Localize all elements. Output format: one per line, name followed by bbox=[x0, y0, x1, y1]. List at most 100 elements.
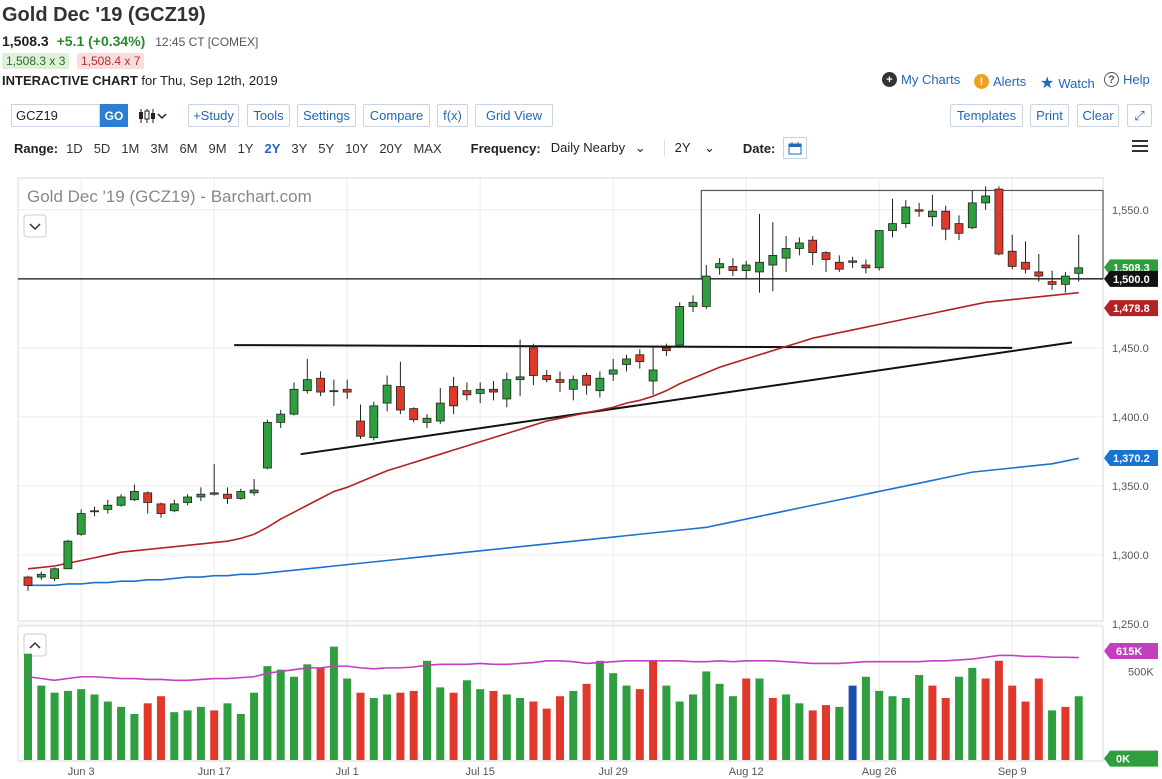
volume-bar bbox=[77, 689, 86, 760]
candle bbox=[409, 407, 419, 423]
volume-bar bbox=[529, 701, 538, 760]
range-1m[interactable]: 1M bbox=[121, 140, 140, 156]
candle bbox=[1034, 253, 1044, 282]
range-20y[interactable]: 20Y bbox=[379, 140, 403, 156]
volume-average-badge: 615K bbox=[1104, 643, 1158, 660]
collapse-volume-button[interactable] bbox=[23, 633, 47, 657]
volume-bar bbox=[822, 705, 830, 760]
range-1y[interactable]: 1Y bbox=[237, 140, 254, 156]
chevron-down-icon: ⌄ bbox=[703, 140, 715, 155]
volume-bar bbox=[117, 706, 126, 760]
symbol-input[interactable] bbox=[11, 104, 100, 127]
range-5y[interactable]: 5Y bbox=[318, 140, 335, 156]
volume-bar bbox=[37, 685, 46, 760]
volume-bar bbox=[556, 696, 564, 760]
range-2y[interactable]: 2Y bbox=[264, 140, 281, 156]
volume-bar bbox=[290, 676, 298, 760]
volume-bar bbox=[861, 676, 870, 760]
volume-bar bbox=[263, 666, 272, 760]
volume-bar bbox=[689, 694, 697, 760]
expand-icon: ⤢ bbox=[1134, 107, 1145, 123]
volume-bar bbox=[223, 703, 232, 760]
range-3y[interactable]: 3Y bbox=[291, 140, 308, 156]
candle bbox=[981, 186, 990, 210]
chart-area[interactable]: Gold Dec '19 (GCZ19) - Barchart.com 1,25… bbox=[0, 176, 1162, 779]
chart-type-dropdown[interactable] bbox=[138, 106, 168, 126]
volume-bar bbox=[928, 685, 937, 760]
price-tick-label: 1,550.0 bbox=[1112, 205, 1149, 217]
drawn-annotations bbox=[18, 189, 1104, 456]
range-bar: Range: 1D 5D 1M 3M 6M 9M 1Y 2Y 3Y 5Y 10Y 20Y MAX Fre… bbox=[0, 137, 1162, 159]
menu-icon[interactable] bbox=[1132, 140, 1148, 154]
chart-grid bbox=[18, 178, 1103, 761]
time-tick-label: Jun 3 bbox=[68, 766, 95, 778]
function-button[interactable]: f(x) bbox=[437, 104, 468, 127]
range-3m[interactable]: 3M bbox=[150, 140, 169, 156]
watch-label: Watch bbox=[1058, 75, 1095, 91]
volume-bar bbox=[662, 685, 671, 760]
calendar-icon bbox=[788, 142, 802, 155]
volume-bar bbox=[210, 710, 219, 760]
range-10y[interactable]: 10Y bbox=[345, 140, 369, 156]
clear-button[interactable]: Clear bbox=[1077, 104, 1119, 127]
candle bbox=[435, 387, 445, 424]
plus-circle-icon: + bbox=[882, 72, 897, 87]
expand-button[interactable]: ⤢ bbox=[1127, 104, 1152, 127]
collapse-price-button[interactable] bbox=[23, 214, 47, 238]
candle bbox=[223, 487, 232, 504]
alerts-link[interactable]: ! Alerts bbox=[974, 74, 1026, 89]
watch-link[interactable]: ★ Watch bbox=[1040, 73, 1095, 93]
add-study-button[interactable]: +Study bbox=[188, 104, 239, 127]
candle bbox=[23, 575, 33, 591]
ma-red-badge: 1,478.8 bbox=[1104, 300, 1158, 317]
candle bbox=[209, 463, 219, 496]
volume-bar bbox=[409, 690, 418, 760]
templates-button[interactable]: Templates bbox=[950, 104, 1023, 127]
candle bbox=[356, 404, 365, 439]
volume-bar bbox=[502, 694, 511, 760]
level-badge: 1,500.0 bbox=[1104, 270, 1158, 287]
candle bbox=[1021, 241, 1030, 274]
volume-bar bbox=[595, 660, 604, 760]
svg-text:1,370.2: 1,370.2 bbox=[1113, 453, 1150, 465]
compare-button[interactable]: Compare bbox=[363, 104, 430, 127]
range-5d[interactable]: 5D bbox=[93, 140, 111, 156]
range-1d[interactable]: 1D bbox=[66, 140, 83, 156]
frequency-dropdown[interactable]: Daily Nearby ⌄ bbox=[551, 140, 646, 156]
settings-button[interactable]: Settings bbox=[297, 104, 356, 127]
volume-bar bbox=[170, 712, 179, 760]
range-6m[interactable]: 6M bbox=[179, 140, 198, 156]
volume-bar bbox=[795, 703, 804, 760]
volume-bar bbox=[715, 683, 724, 760]
volume-bar bbox=[183, 710, 192, 760]
range-max[interactable]: MAX bbox=[413, 140, 442, 156]
candle bbox=[502, 372, 512, 408]
print-button[interactable]: Print bbox=[1030, 104, 1069, 127]
tools-button[interactable]: Tools bbox=[247, 104, 290, 127]
volume-bar bbox=[609, 673, 618, 760]
help-label: Help bbox=[1123, 72, 1150, 87]
volume-bar bbox=[1034, 678, 1043, 760]
volume-average-line bbox=[27, 654, 1079, 682]
candle bbox=[941, 205, 951, 241]
help-link[interactable]: ? Help bbox=[1104, 72, 1150, 87]
volume-bar bbox=[50, 692, 59, 760]
volume-bar bbox=[329, 646, 338, 760]
calendar-button[interactable] bbox=[783, 137, 808, 159]
my-charts-link[interactable]: + My Charts bbox=[882, 72, 960, 87]
my-charts-label: My Charts bbox=[901, 72, 961, 87]
candle bbox=[608, 358, 618, 382]
range-9m[interactable]: 9M bbox=[208, 140, 227, 156]
grid-view-button[interactable]: Grid View bbox=[475, 104, 553, 127]
volume-bar bbox=[702, 671, 711, 760]
period-dropdown[interactable]: 2Y ⌄ bbox=[663, 140, 715, 156]
candle bbox=[382, 375, 392, 412]
svg-text:0K: 0K bbox=[1116, 754, 1130, 766]
price-tick-label: 1,300.0 bbox=[1112, 550, 1149, 562]
volume-bar bbox=[24, 653, 32, 760]
volume-bar bbox=[649, 660, 658, 760]
volume-bar bbox=[768, 698, 777, 760]
volume-bar bbox=[130, 713, 139, 760]
go-button[interactable]: GO bbox=[100, 104, 128, 127]
candle bbox=[76, 509, 86, 536]
